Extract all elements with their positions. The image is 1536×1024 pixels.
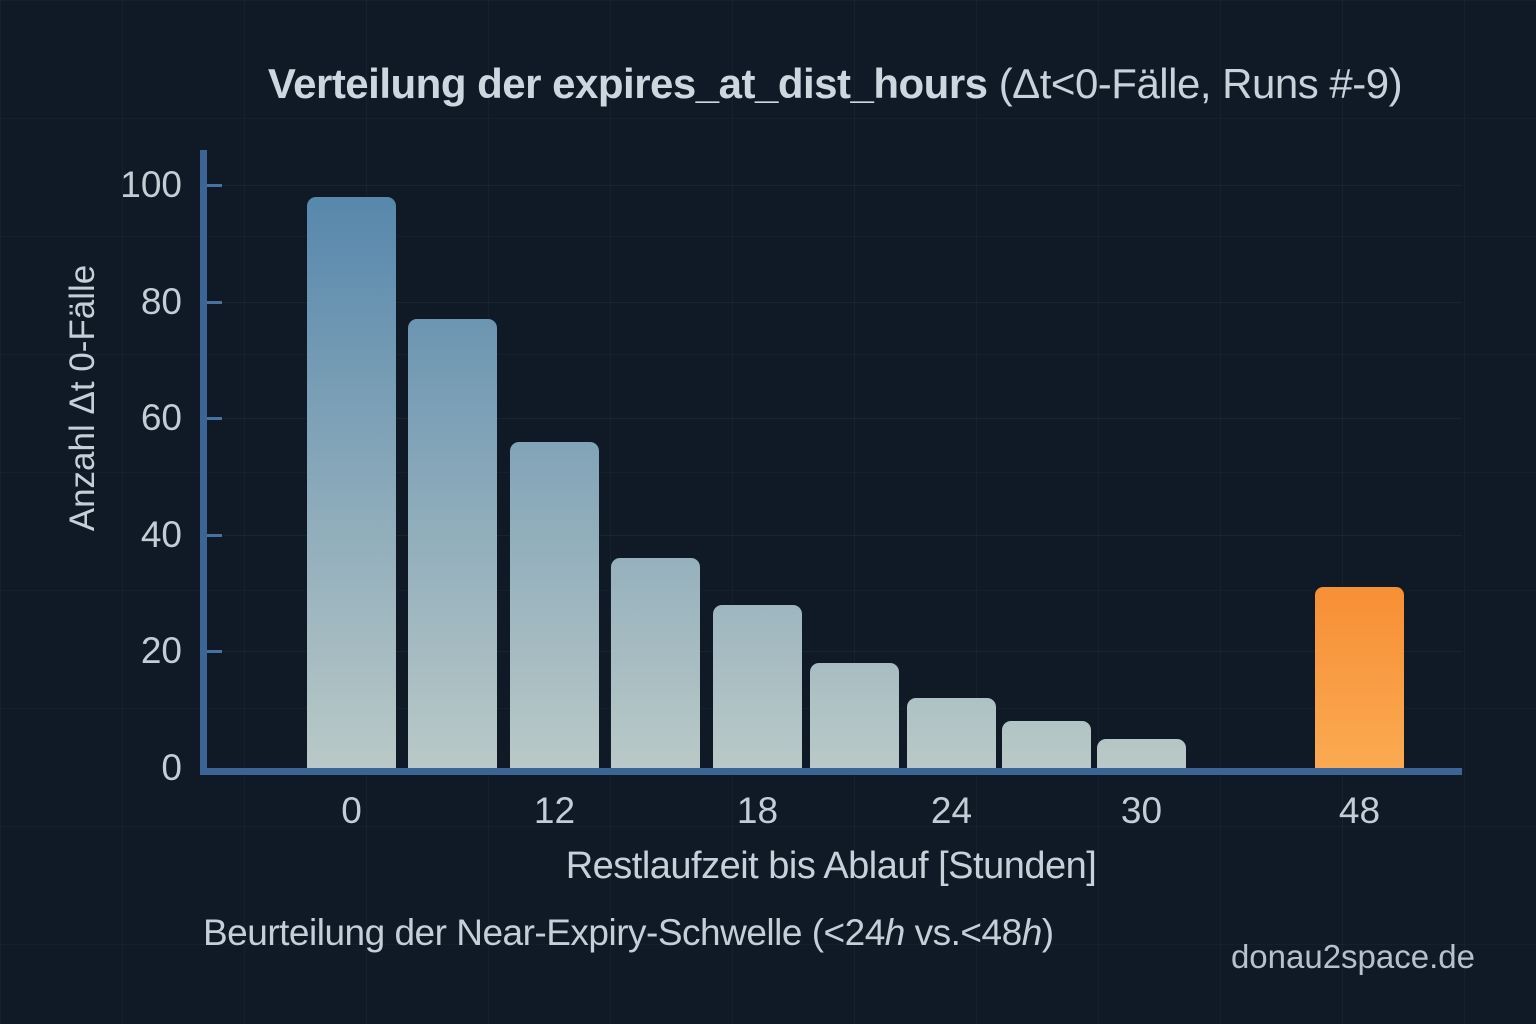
subtitle-text: )	[1041, 912, 1054, 953]
gridline	[207, 651, 1462, 653]
chart-title-suffix: (Δt<0-Fälle, Runs #-9)	[987, 60, 1403, 107]
x-tick-label: 30	[1120, 790, 1163, 831]
y-tick-mark	[207, 183, 222, 187]
y-tick-label: 60	[140, 397, 182, 439]
histogram-bar-3	[611, 558, 700, 768]
y-tick-label: 0	[161, 747, 182, 788]
x-tick-label: 12	[533, 790, 576, 831]
y-tick-mark	[207, 650, 222, 654]
gridline	[207, 184, 1462, 186]
y-tick-mark	[207, 417, 222, 421]
x-tick-label: 24	[930, 790, 973, 831]
histogram-bar-6	[907, 698, 996, 768]
subtitle-italic-h: h	[1021, 912, 1043, 953]
histogram-bar-0	[307, 197, 396, 768]
chart-subtitle: Beurteilung der Near-Expiry-Schwelle (<2…	[203, 912, 1054, 954]
x-tick-label: 48	[1338, 790, 1381, 831]
histogram-bar-5	[810, 663, 899, 768]
chart-title-main: Verteilung der expires_at_dist_hours	[267, 60, 988, 107]
histogram-bar-2	[510, 442, 599, 768]
y-tick-label: 20	[140, 630, 182, 672]
x-axis-label: Restlaufzeit bis Ablauf [Stunden]	[565, 845, 1097, 887]
x-tick-label: 0	[341, 790, 362, 831]
histogram-bar-7	[1002, 721, 1091, 768]
histogram-bar-1	[408, 319, 497, 768]
watermark: donau2space.de	[1230, 938, 1475, 975]
highlight-bar-48h	[1315, 587, 1404, 768]
y-tick-label: 40	[140, 513, 182, 555]
subtitle-text: Beurteilung der Near-Expiry-Schwelle (<2…	[203, 912, 885, 953]
y-tick-mark	[207, 533, 222, 537]
y-tick-label: 100	[120, 163, 182, 205]
chart-title: Verteilung der expires_at_dist_hours (Δt…	[200, 60, 1470, 108]
subtitle-italic-h: h	[884, 912, 906, 953]
histogram-bar-4	[713, 605, 802, 768]
y-tick-label: 80	[140, 280, 182, 322]
histogram-bar-8	[1097, 739, 1186, 768]
subtitle-text: vs.<48	[904, 912, 1023, 953]
gridline	[207, 418, 1462, 420]
x-tick-label: 18	[736, 790, 779, 831]
gridline	[207, 534, 1462, 536]
gridline	[207, 301, 1462, 303]
y-tick-mark	[207, 300, 222, 304]
plot-area	[200, 150, 1462, 775]
